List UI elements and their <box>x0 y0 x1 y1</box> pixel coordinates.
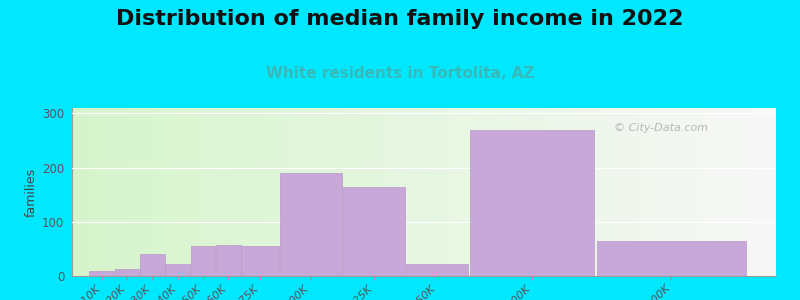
Bar <box>597 241 746 276</box>
Text: © City-Data.com: © City-Data.com <box>614 123 708 133</box>
Bar <box>242 246 278 276</box>
Bar <box>280 173 342 276</box>
Bar <box>406 264 468 276</box>
Bar <box>470 130 594 276</box>
Bar <box>216 245 241 276</box>
Bar <box>343 187 405 276</box>
Text: Distribution of median family income in 2022: Distribution of median family income in … <box>116 9 684 29</box>
Bar <box>166 264 190 276</box>
Bar <box>114 269 139 276</box>
Text: White residents in Tortolita, AZ: White residents in Tortolita, AZ <box>266 66 534 81</box>
Bar <box>190 246 215 276</box>
Bar <box>140 254 165 276</box>
Bar <box>90 271 114 276</box>
Y-axis label: families: families <box>25 167 38 217</box>
